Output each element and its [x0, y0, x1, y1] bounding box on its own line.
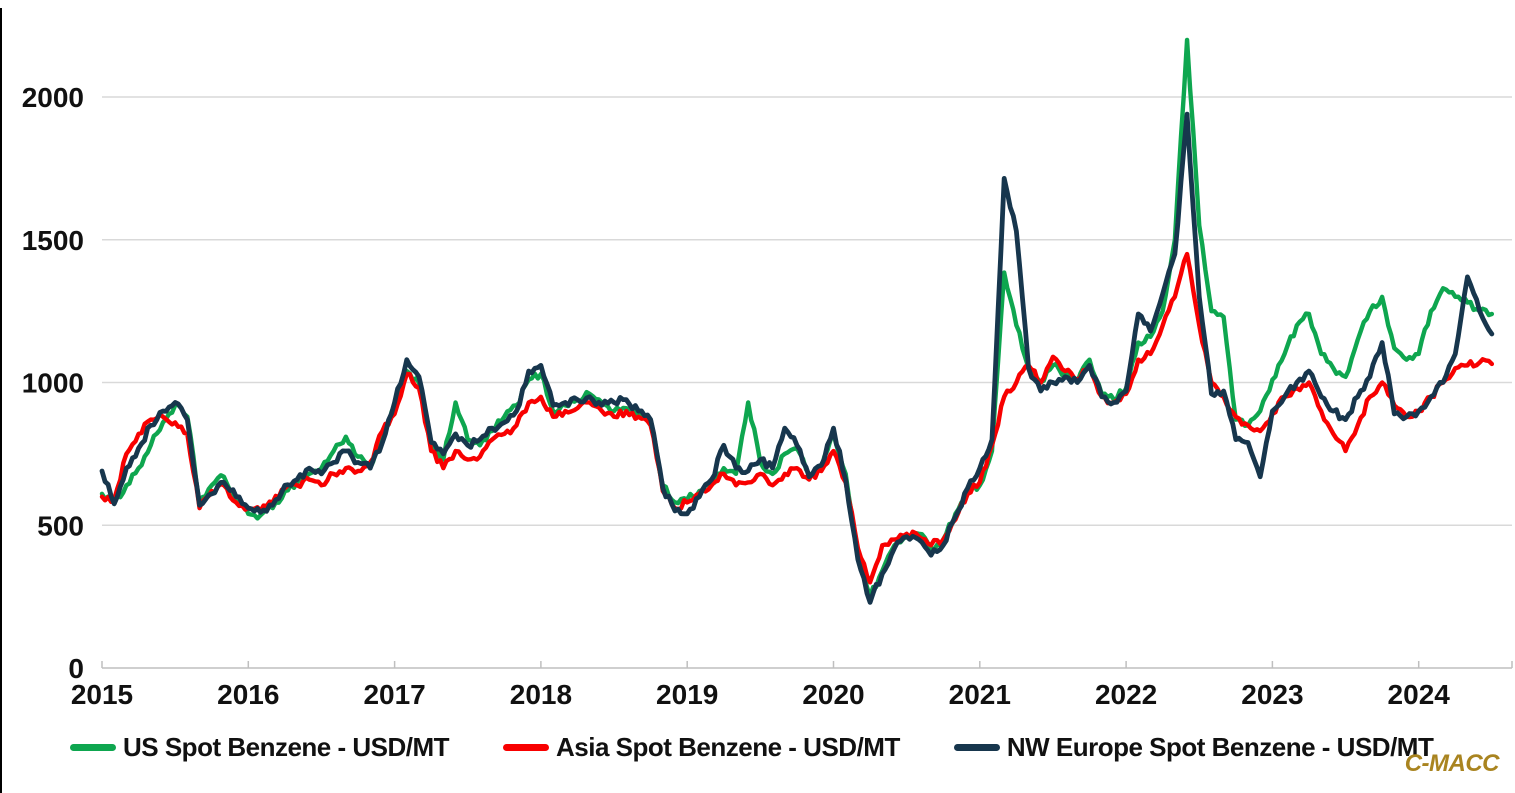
us-series-marker-icon [70, 744, 116, 751]
x-tick-label: 2019 [656, 679, 718, 710]
x-tick-label: 2016 [217, 679, 279, 710]
asia-series-marker-icon [503, 744, 550, 751]
y-tick-label: 1000 [22, 368, 84, 399]
series-line-0 [99, 37, 1495, 599]
x-tick-label: 2023 [1241, 679, 1303, 710]
x-tick-label: 2020 [802, 679, 864, 710]
x-tick-label: 2018 [510, 679, 572, 710]
y-tick-label: 500 [37, 510, 84, 541]
window-left-border [0, 8, 2, 793]
legend-item-us: US Spot Benzene - USD/MT [70, 732, 450, 763]
y-tick-label: 0 [68, 653, 84, 684]
asia-series-label: Asia Spot Benzene - USD/MT [556, 732, 900, 762]
x-tick-label: 2017 [363, 679, 425, 710]
x-tick-label: 2024 [1388, 679, 1451, 710]
x-tick-label: 2021 [949, 679, 1011, 710]
x-tick-label: 2015 [71, 679, 133, 710]
us-series-label: US Spot Benzene - USD/MT [123, 732, 450, 762]
y-tick-label: 2000 [22, 82, 84, 113]
series-line-1 [99, 251, 1495, 585]
legend-item-asia: Asia Spot Benzene - USD/MT [503, 732, 900, 763]
price-chart-canvas: 2015 2016 2017 2018 2019 2020 2021 2022 2023 2024… [22, 37, 1513, 710]
chart-legend: US Spot Benzene - USD/MT Asia Spot Benze… [70, 732, 1434, 763]
nw-europe-series-marker-icon [953, 744, 1000, 751]
nw-europe-series-label: NW Europe Spot Benzene - USD/MT [1006, 732, 1434, 762]
y-tick-label: 1500 [22, 225, 84, 256]
x-tick-label: 2022 [1095, 679, 1157, 710]
legend-item-nweurope: NW Europe Spot Benzene - USD/MT [953, 732, 1434, 763]
series-line-2 [99, 111, 1495, 605]
c-macc-watermark: C-MACC [1404, 750, 1500, 777]
